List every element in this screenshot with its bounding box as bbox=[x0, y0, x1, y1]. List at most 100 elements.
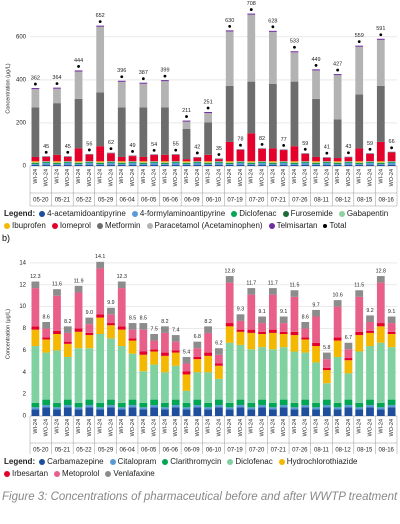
total-marker bbox=[239, 143, 242, 147]
legend-swatch bbox=[231, 211, 238, 217]
bar-segment bbox=[161, 81, 169, 108]
bar-segment bbox=[225, 409, 234, 416]
bar-segment bbox=[96, 164, 105, 166]
bar-segment bbox=[193, 372, 202, 400]
x-tick-label: WI-24 bbox=[206, 169, 212, 184]
bar-segment bbox=[344, 405, 353, 408]
bar-segment bbox=[31, 407, 40, 410]
legend-label: Citalopram bbox=[117, 457, 157, 466]
bar-segment bbox=[290, 161, 299, 163]
group-label: 06-10 bbox=[206, 448, 222, 454]
bar-segment bbox=[161, 80, 169, 82]
total-label: 9.1 bbox=[388, 309, 395, 315]
bar-segment bbox=[312, 164, 320, 166]
bar-segment bbox=[42, 352, 51, 400]
x-tick-label: WO-24 bbox=[238, 169, 244, 186]
bar-segment bbox=[258, 316, 266, 324]
legend-label: Telmisartan bbox=[276, 221, 318, 230]
bar-segment bbox=[107, 162, 115, 163]
bar-segment bbox=[376, 164, 385, 165]
y-tick-label: 0 bbox=[23, 414, 27, 420]
x-tick-label: WI-24 bbox=[378, 169, 384, 184]
bar-segment bbox=[279, 316, 288, 324]
bar-segment bbox=[279, 162, 288, 165]
total-marker bbox=[55, 82, 59, 86]
total-label: 8.6 bbox=[43, 314, 50, 320]
total-label: 5.8 bbox=[323, 345, 330, 351]
bar-segment bbox=[290, 162, 299, 163]
bar-segment bbox=[312, 342, 320, 347]
bar-segment bbox=[85, 335, 94, 349]
bar-segment bbox=[150, 161, 159, 162]
bar-segment bbox=[161, 162, 169, 163]
total-marker bbox=[368, 147, 372, 151]
group-label: 05-22 bbox=[76, 198, 92, 204]
bar-segment bbox=[225, 161, 234, 163]
bar-segment bbox=[355, 409, 364, 416]
total-label: 11.5 bbox=[289, 283, 299, 289]
bar-segment bbox=[42, 339, 51, 353]
bar-segment bbox=[290, 409, 299, 416]
bar-segment bbox=[182, 161, 191, 163]
bar-segment bbox=[366, 164, 374, 166]
x-tick-label: WO-24 bbox=[108, 419, 114, 436]
total-label: 78 bbox=[237, 137, 243, 143]
bar-segment bbox=[355, 164, 364, 165]
bar-segment bbox=[268, 148, 277, 162]
bar-segment bbox=[171, 335, 180, 342]
bar-segment bbox=[107, 323, 115, 326]
bar-segment bbox=[376, 409, 385, 416]
x-tick-label: WI-24 bbox=[98, 419, 104, 434]
bar-segment bbox=[322, 405, 331, 408]
bar-segment bbox=[290, 407, 299, 410]
total-marker bbox=[174, 148, 178, 152]
bar-segment bbox=[139, 163, 148, 165]
bar-segment bbox=[85, 399, 94, 406]
bar-segment bbox=[204, 163, 212, 165]
bar-segment bbox=[215, 363, 223, 366]
total-label: 8.6 bbox=[302, 314, 309, 320]
bar-segment bbox=[31, 346, 40, 403]
x-tick-label: WO-24 bbox=[281, 419, 287, 436]
y-tick-label: 400 bbox=[16, 77, 27, 83]
bar-segment bbox=[128, 353, 137, 400]
bar-segment bbox=[387, 164, 396, 166]
group-label: 05-29 bbox=[98, 448, 114, 454]
total-label: 364 bbox=[52, 75, 61, 81]
x-tick-label: WI-24 bbox=[119, 419, 125, 434]
x-tick-label: WO-24 bbox=[130, 169, 136, 186]
bar-segment bbox=[74, 328, 83, 332]
bar-segment bbox=[31, 164, 40, 165]
legend-label: 4-acetamidoantipyrine bbox=[47, 209, 126, 218]
bar-segment bbox=[225, 407, 234, 410]
bar-segment bbox=[344, 358, 353, 361]
bar-segment bbox=[236, 161, 245, 162]
bar-segment bbox=[161, 326, 169, 333]
x-tick-label: WO-24 bbox=[367, 419, 373, 436]
x-tick-label: WI-24 bbox=[335, 169, 341, 184]
x-tick-label: WO-24 bbox=[216, 419, 222, 436]
bar-segment bbox=[322, 367, 331, 371]
total-label: 427 bbox=[333, 62, 342, 68]
bar-segment bbox=[128, 162, 137, 165]
bar-segment bbox=[42, 156, 51, 162]
bar-segment bbox=[204, 162, 212, 163]
bar-segment bbox=[204, 122, 212, 155]
legend-swatch bbox=[51, 223, 58, 229]
bar-segment bbox=[290, 351, 299, 403]
total-marker bbox=[228, 24, 232, 28]
bar-segment bbox=[215, 164, 223, 166]
bar-segment bbox=[236, 164, 245, 166]
legend-item: Gabapentin bbox=[338, 208, 388, 220]
total-label: 7.5 bbox=[150, 326, 157, 332]
bar-segment bbox=[312, 163, 320, 165]
bar-segment bbox=[107, 153, 115, 162]
bar-segment bbox=[139, 161, 148, 163]
bar-segment bbox=[171, 399, 180, 406]
bar-segment bbox=[31, 288, 40, 327]
total-label: 559 bbox=[355, 33, 364, 39]
bar-segment bbox=[107, 405, 115, 408]
bar-segment bbox=[301, 153, 310, 162]
legend-label: Furosemide bbox=[290, 209, 333, 218]
bar-segment bbox=[301, 407, 310, 416]
